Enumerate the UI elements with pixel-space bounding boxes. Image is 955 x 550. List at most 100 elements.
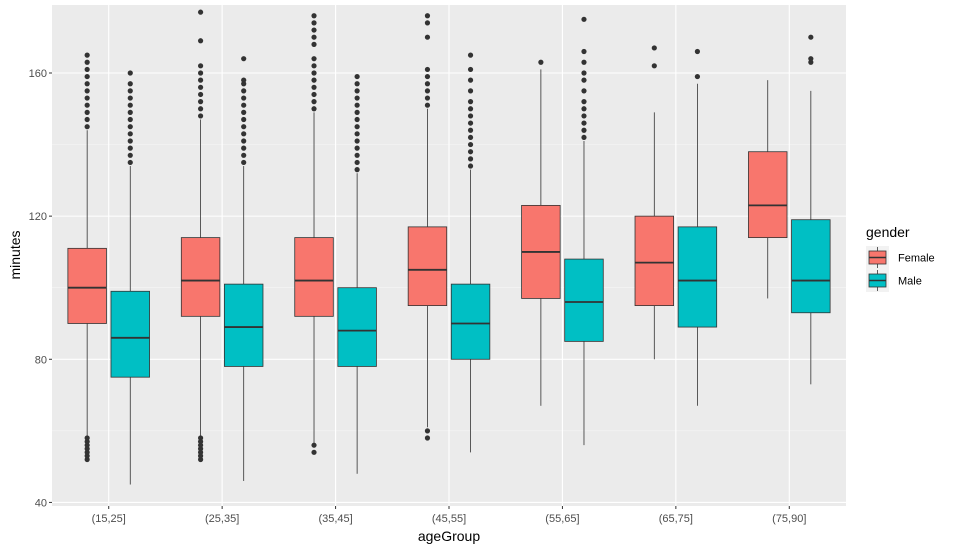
outlier-point (84, 66, 90, 73)
outlier-point (241, 116, 247, 123)
outlier-point (424, 13, 431, 19)
outlier-point (311, 63, 317, 69)
outlier-point (808, 59, 814, 65)
outlier-point (354, 152, 360, 158)
outlier-point (581, 99, 587, 105)
outlier-point (197, 77, 204, 83)
box-male (224, 56, 264, 481)
outlier-point (467, 113, 474, 119)
outlier-point (467, 156, 474, 162)
outlier-point (467, 88, 474, 94)
outlier-point (84, 116, 90, 123)
x-tick-label: (75,90] (772, 513, 806, 525)
outlier-point (424, 73, 431, 80)
outlier-point (127, 88, 133, 94)
outlier-point (424, 34, 431, 40)
outlier-point (84, 453, 90, 459)
outlier-point (467, 106, 474, 112)
outlier-point (84, 59, 90, 65)
outlier-point (197, 63, 204, 69)
box-female (407, 13, 448, 441)
box-iqr (337, 287, 377, 367)
box-iqr (791, 219, 831, 314)
outlier-point (694, 48, 701, 55)
outlier-point (84, 446, 90, 452)
outlier-point (354, 145, 360, 151)
outlier-point (241, 95, 247, 101)
box-male (450, 52, 491, 453)
outlier-point (424, 102, 431, 108)
outlier-point (354, 131, 360, 137)
outlier-point (84, 73, 90, 80)
outlier-point (581, 77, 587, 83)
outlier-point (84, 124, 90, 130)
box-iqr (450, 283, 491, 360)
outlier-point (84, 449, 90, 455)
outlier-point (84, 109, 90, 115)
outlier-point (311, 27, 317, 33)
box-iqr (407, 226, 448, 306)
legend-title: gender (866, 224, 910, 240)
outlier-point (354, 116, 360, 123)
box-male (791, 34, 831, 385)
box-iqr (224, 283, 264, 367)
box-male (337, 73, 377, 474)
outlier-point (354, 102, 360, 108)
series-female (67, 9, 788, 463)
outlier-point (127, 159, 133, 166)
outlier-point (467, 66, 474, 73)
x-tick-label: (65,75] (659, 513, 693, 525)
outlier-point (354, 138, 360, 144)
outlier-point (424, 435, 431, 441)
legend-item-male: Male (866, 269, 922, 292)
outlier-point (581, 48, 587, 55)
box-male (677, 48, 718, 406)
outlier-point (241, 152, 247, 158)
box-female (294, 13, 334, 455)
outlier-point (651, 63, 657, 69)
outlier-point (424, 66, 431, 73)
outlier-point (424, 428, 431, 434)
outlier-point (467, 120, 474, 126)
outlier-point (197, 442, 204, 448)
outlier-point (127, 116, 133, 123)
outlier-point (84, 456, 90, 463)
y-axis-title: minutes (7, 230, 23, 279)
legend-items: Female Male (866, 246, 935, 292)
outlier-point (581, 106, 587, 112)
x-tick-label: (45,55] (432, 513, 466, 525)
box-male (564, 16, 604, 446)
outlier-point (197, 106, 204, 112)
outlier-point (581, 16, 587, 22)
box-iqr (110, 290, 150, 378)
outlier-point (197, 91, 204, 98)
outlier-point (354, 167, 360, 173)
box-female (748, 80, 788, 299)
outlier-point (197, 38, 204, 44)
legend-item-female: Female (866, 246, 935, 269)
outlier-point (197, 453, 204, 459)
y-axis: 40 80 120 160 (29, 68, 52, 509)
outlier-point (241, 138, 247, 144)
outlier-point (127, 81, 133, 87)
outlier-point (127, 131, 133, 137)
outlier-point (197, 449, 204, 455)
outlier-point (311, 91, 317, 98)
outlier-point (538, 59, 544, 65)
box-iqr (748, 151, 788, 239)
x-tick-label: (25,35] (205, 513, 239, 525)
box-female (67, 52, 107, 463)
series-male (110, 16, 831, 485)
outlier-point (197, 456, 204, 463)
outlier-point (311, 13, 317, 19)
legend: gender Female Male (866, 224, 935, 292)
outlier-point (241, 81, 247, 87)
outlier-point (84, 442, 90, 448)
outlier-point (467, 99, 474, 105)
outlier-point (311, 84, 317, 90)
outlier-point (467, 134, 474, 141)
box-iqr (634, 215, 674, 306)
box-female (521, 59, 561, 406)
box-iqr (294, 237, 334, 317)
outlier-point (127, 95, 133, 101)
